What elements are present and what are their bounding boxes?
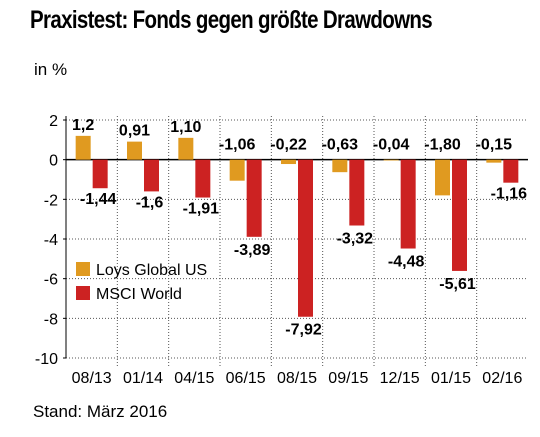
x-tick-label: 01/14: [123, 370, 163, 387]
data-label: -5,61: [439, 276, 476, 293]
axes: 2 0 -2 -4 -6 -8 -10 08/13 01/14 04/15 06/15 08/15 09…: [35, 113, 528, 387]
bar-msci-world: [144, 159, 159, 192]
bar-loys-global-us: [332, 159, 348, 173]
legend-label: MSCI World: [96, 286, 182, 303]
data-label: -0,22: [270, 137, 307, 154]
bar-loys-global-us: [435, 159, 450, 196]
bar-msci-world: [349, 159, 365, 226]
data-label: 1,10: [170, 119, 201, 136]
data-label: -0,15: [476, 137, 513, 154]
x-tick-label: 06/15: [226, 370, 266, 387]
chart-title: Praxistest: Fonds gegen größte Drawdowns: [30, 6, 433, 34]
data-label: -3,32: [337, 231, 374, 248]
data-labels: 1,2 -1,44 0,91 -1,6 1,10 -1,91 -1,06 -3,89 -0,22…: [72, 117, 527, 339]
bar-loys-global-us: [281, 159, 296, 165]
legend-swatch: [76, 286, 90, 300]
y-tick-label: -10: [35, 351, 58, 368]
bar-loys-global-us: [486, 159, 502, 163]
gridlines: [66, 116, 528, 366]
x-tick-label: 09/15: [328, 370, 368, 387]
bar-msci-world: [298, 159, 313, 317]
x-tick-label: 12/15: [380, 370, 420, 387]
data-label: -0,63: [322, 137, 359, 154]
data-label: -1,06: [219, 137, 256, 154]
bar-msci-world: [503, 159, 519, 183]
y-tick-label: -8: [44, 311, 58, 328]
data-label: -1,80: [424, 137, 461, 154]
data-label: -1,44: [80, 191, 117, 208]
bar-msci-world: [452, 159, 467, 271]
x-tick-label: 08/15: [277, 370, 317, 387]
bar-msci-world: [92, 159, 108, 189]
x-tick-label: 08/13: [72, 370, 112, 387]
data-label: 1,2: [72, 117, 94, 134]
legend-swatch: [76, 262, 90, 276]
bar-loys-global-us: [127, 141, 142, 160]
y-tick-label: -6: [44, 272, 58, 289]
data-label: -1,16: [491, 186, 528, 203]
x-tick-label: 02/16: [482, 370, 522, 387]
x-tick-label: 04/15: [174, 370, 214, 387]
bar-msci-world: [246, 159, 262, 237]
bar-loys-global-us: [75, 135, 91, 160]
y-tick-label: 0: [49, 153, 58, 170]
legend-label: Loys Global US: [96, 262, 207, 279]
x-tick-label: 01/15: [431, 370, 471, 387]
data-label: -7,92: [285, 322, 322, 339]
data-label: -1,91: [183, 201, 220, 218]
bar-msci-world: [195, 159, 211, 198]
data-label: -3,89: [234, 242, 271, 259]
y-tick-label: -2: [44, 192, 58, 209]
data-label: -1,6: [136, 194, 164, 211]
data-label: -4,48: [388, 254, 425, 271]
bar-loys-global-us: [383, 159, 399, 161]
bars: [75, 135, 519, 317]
bar-loys-global-us: [229, 159, 245, 181]
data-label: 0,91: [119, 123, 150, 140]
bar-msci-world: [400, 159, 416, 249]
data-label: -0,04: [373, 137, 410, 154]
bar-loys-global-us: [178, 137, 194, 160]
y-tick-label: 2: [49, 113, 58, 130]
legend: Loys Global US MSCI World: [76, 262, 207, 303]
y-tick-label: -4: [44, 232, 58, 249]
y-axis-unit-label: in %: [34, 60, 68, 79]
footer-note: Stand: März 2016: [33, 402, 168, 421]
